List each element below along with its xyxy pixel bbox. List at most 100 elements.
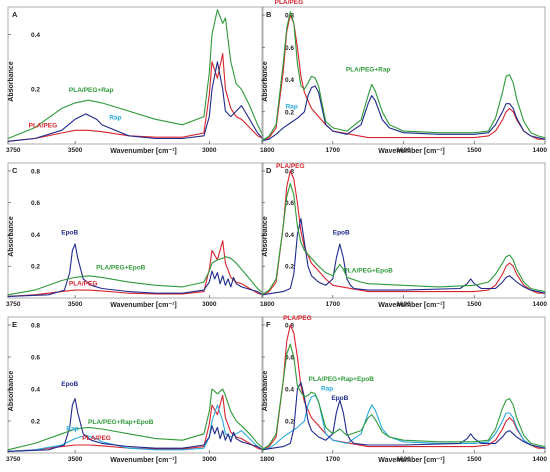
y-tick-label: 0.4: [285, 387, 294, 394]
series-label: EpoB: [331, 395, 348, 402]
y-tick-label: 0.4: [31, 387, 40, 394]
x-tick-label: 1600: [396, 456, 411, 463]
panel-label: E: [12, 320, 17, 329]
x-tick-label: 3000: [202, 456, 217, 463]
x-tick-label: 1500: [467, 301, 482, 308]
x-tick-label: 1600: [396, 301, 411, 308]
y-tick-label: 0.2: [285, 109, 294, 116]
y-tick-label: 0.2: [31, 87, 40, 94]
y-tick-label: 0.4: [285, 232, 294, 239]
series-label: PLA/PEG: [69, 280, 98, 287]
y-tick-label: 0.2: [31, 264, 40, 271]
series-label: Rap: [66, 426, 78, 433]
panel-label: C: [12, 166, 18, 175]
series-line-epob: [7, 243, 264, 297]
x-tick-label: 1800: [260, 456, 275, 463]
y-tick-label: 0.4: [31, 232, 40, 239]
series-label: PLA/PEG: [283, 315, 312, 322]
x-tick-label: 1500: [467, 456, 482, 463]
y-axis-title: Absorbance: [8, 216, 15, 257]
panel-e: E Absorbance 0.2 0.4 0.6 0.8 3750 3500 3000 Waven…: [6, 316, 264, 464]
y-axis-title: Absorbance: [262, 216, 269, 257]
x-tick-label: 3000: [202, 301, 217, 308]
series-line-rap: [261, 85, 546, 142]
plot-frame: [7, 162, 264, 299]
series-line-pla-peg: [7, 394, 264, 452]
series-line-pla-peg-rap: [7, 9, 264, 140]
panel-label: D: [266, 166, 272, 175]
series-label: PLA/PEG: [276, 163, 305, 170]
x-tick-label: 1700: [326, 301, 341, 308]
x-axis-title: Wavenumber [cm⁻¹]: [110, 457, 176, 464]
plot-frame: [261, 316, 546, 454]
panel-c: C Absorbance 0.2 0.4 0.6 0.8 3750 3500 3000 Waven…: [6, 162, 264, 309]
series-label: PLA/PEG+Rap: [69, 87, 114, 94]
y-tick-label: 0.4: [285, 77, 294, 84]
x-tick-label: 3750: [6, 301, 21, 308]
series-line-pla-peg: [261, 170, 546, 296]
x-tick-label: 1500: [467, 147, 482, 154]
x-tick-label: 3500: [68, 301, 83, 308]
y-axis-title: Absorbance: [262, 371, 269, 412]
series-line-rap: [261, 394, 546, 451]
x-tick-label: 1400: [533, 147, 548, 154]
y-tick-label: 0.8: [31, 168, 40, 175]
y-tick-label: 0.6: [31, 200, 40, 207]
series-label: PLA/PEG+Rap: [346, 66, 391, 73]
x-tick-label: 3500: [68, 456, 83, 463]
series-label: EpoB: [61, 381, 78, 388]
series-line-pla-peg: [7, 53, 264, 142]
x-axis-title: Wavenumber [cm⁻¹]: [378, 302, 444, 309]
x-tick-label: 1700: [326, 147, 341, 154]
series-label: EpoB: [333, 229, 350, 236]
plot-frame: [261, 162, 546, 299]
series-label: PLA/PEG: [82, 435, 111, 442]
y-tick-label: 0.6: [285, 200, 294, 207]
series-label: PLA/PEG+Rap+EpoB: [88, 419, 154, 426]
y-tick-label: 0.8: [31, 323, 40, 330]
y-tick-label: 0.4: [31, 32, 40, 39]
panel-label: F: [266, 320, 271, 329]
series-label: EpoB: [61, 229, 78, 236]
x-tick-label: 3500: [68, 147, 83, 154]
series-label: PLA/PEG: [275, 0, 304, 6]
series-line-pla-peg: [261, 324, 546, 451]
series-line-rap: [7, 61, 264, 142]
x-tick-label: 1600: [396, 147, 411, 154]
x-tick-label: 1800: [260, 147, 275, 154]
series-line-epob: [7, 398, 264, 452]
series-line-pla-peg-epob: [7, 256, 264, 296]
y-tick-label: 0.2: [285, 419, 294, 426]
y-tick-label: 0.2: [285, 264, 294, 271]
series-label: PLA/PEG: [29, 123, 58, 130]
y-axis-title: Absorbance: [8, 371, 15, 412]
x-tick-label: 3750: [6, 456, 21, 463]
x-tick-label: 1800: [260, 301, 275, 308]
y-axis-title: Absorbance: [8, 61, 15, 102]
plot-frame: [7, 6, 264, 145]
x-tick-label: 1700: [326, 456, 341, 463]
series-line-epob: [261, 218, 546, 296]
series-label: Rap: [286, 104, 298, 111]
x-axis-title: Wavenumber [cm⁻¹]: [110, 148, 176, 155]
series-line-rap: [7, 404, 264, 452]
panel-label: A: [12, 10, 18, 19]
plot-frame: [261, 6, 546, 145]
series-label: Rap: [321, 386, 333, 393]
series-line-pla-peg-rap-epob: [7, 388, 264, 451]
x-tick-label: 3750: [6, 147, 21, 154]
series-line-pla-peg-rap-epob: [261, 343, 546, 451]
x-axis-title: Wavenumber [cm⁻¹]: [378, 148, 444, 155]
series-label: PLA/PEG+EpoB: [343, 268, 393, 275]
y-tick-label: 0.6: [285, 355, 294, 362]
series-line-pla-peg-rap: [261, 11, 546, 142]
y-axis-title: Absorbance: [262, 61, 269, 102]
y-tick-label: 0.6: [31, 355, 40, 362]
series-line-pla-peg: [261, 14, 546, 142]
series-label: Rap: [109, 114, 121, 121]
series-label: PLA/PEG+Rap+EpoB: [309, 376, 375, 383]
